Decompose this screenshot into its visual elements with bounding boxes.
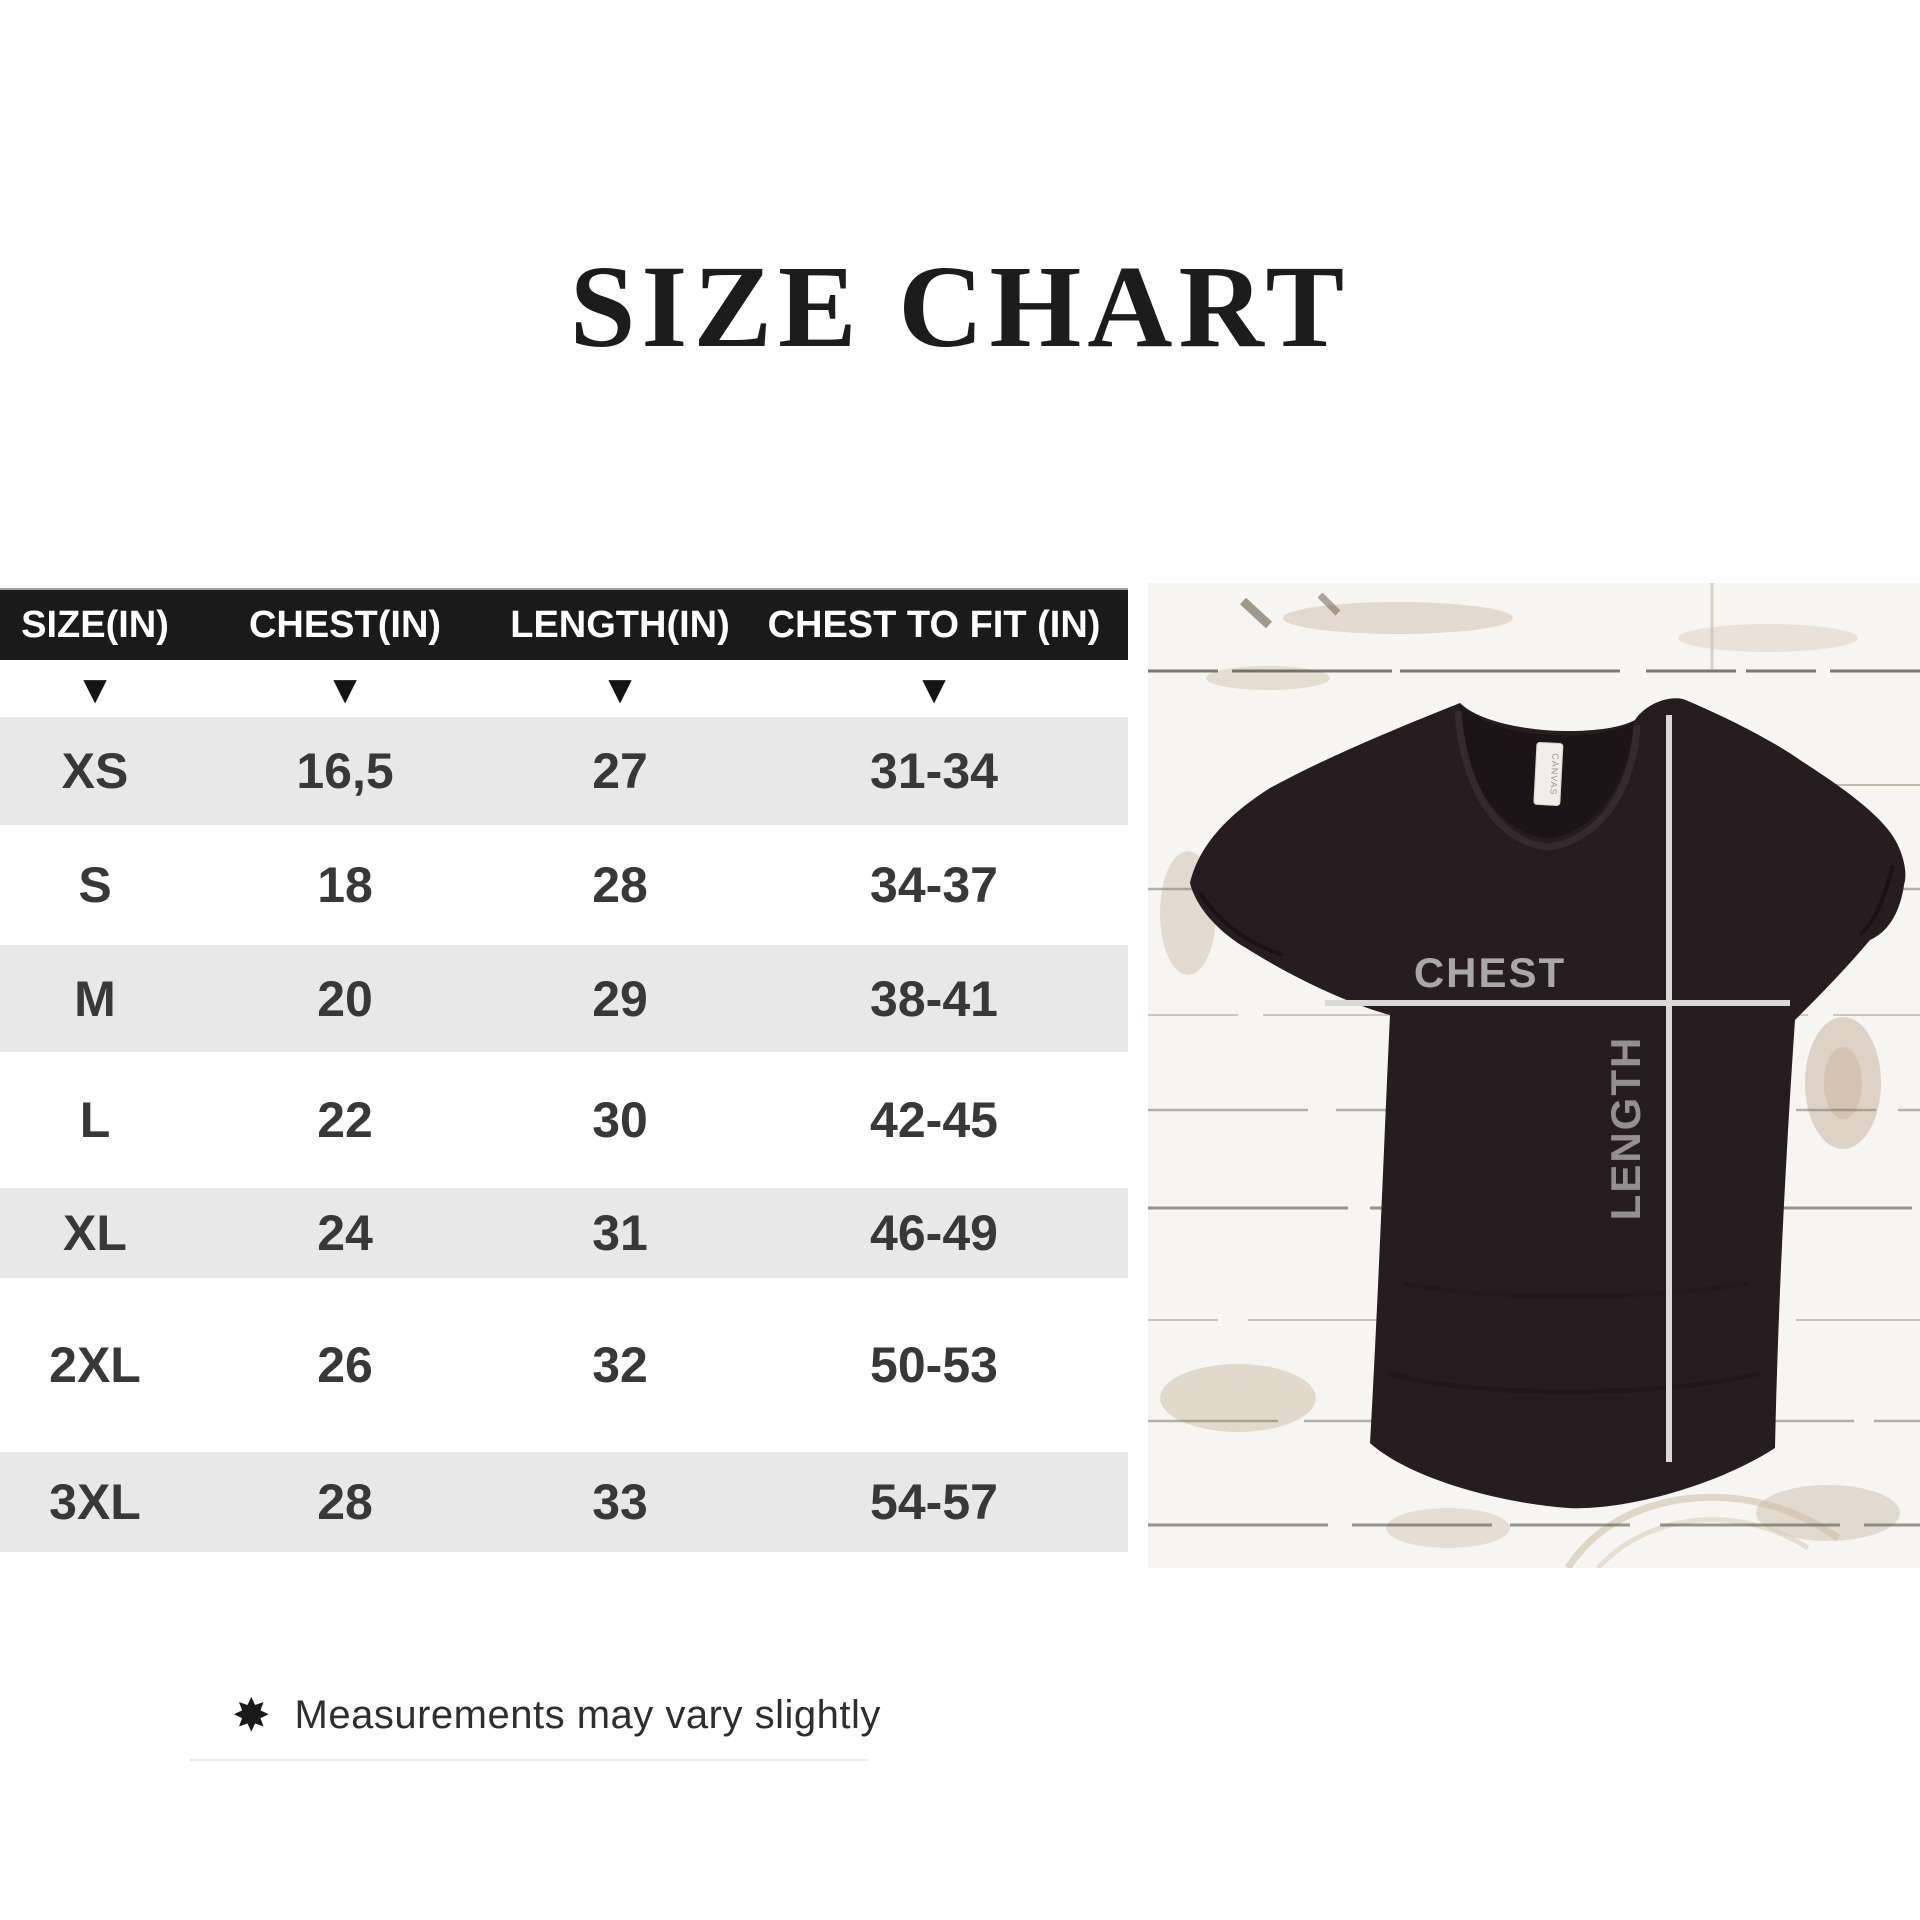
table-arrow-row: ▼ ▼ ▼ ▼ [0, 660, 1128, 717]
table-row-xs: XS 16,5 27 31-34 [0, 717, 1128, 825]
cell-chest: 16,5 [296, 743, 394, 799]
size-chart-table: SIZE(IN) CHEST(IN) LENGTH(IN) CHEST TO F… [0, 588, 1128, 1552]
length-measure-line [1666, 715, 1672, 1462]
cell-size: S [78, 857, 112, 913]
table-row-2xl: 2XL 26 32 50-53 [0, 1278, 1128, 1452]
tshirt: CANVAS [1190, 698, 1906, 1509]
measurements-note: ✸ Measurements may vary slightly [232, 1692, 881, 1738]
cell-size: 2XL [49, 1337, 141, 1393]
star-icon: ✸ [232, 1689, 271, 1741]
cell-size: M [74, 970, 116, 1027]
chest-measure-line [1325, 1000, 1790, 1006]
neck-tag-label: CANVAS [1548, 753, 1560, 796]
cell-length: 33 [592, 1474, 648, 1530]
table-header-row: SIZE(IN) CHEST(IN) LENGTH(IN) CHEST TO F… [0, 588, 1128, 660]
note-text: Measurements may vary slightly [294, 1692, 881, 1737]
down-arrow-icon: ▼ [914, 667, 954, 712]
cell-fit: 31-34 [870, 743, 998, 799]
cell-length: 29 [592, 970, 648, 1027]
cell-size: 3XL [49, 1474, 141, 1530]
divider [190, 1759, 868, 1761]
header-size: SIZE(IN) [21, 603, 169, 646]
page-title: SIZE CHART [569, 241, 1351, 372]
cell-length: 28 [592, 857, 648, 913]
cell-fit: 38-41 [870, 970, 998, 1027]
cell-chest: 22 [317, 1092, 373, 1148]
cell-fit: 50-53 [870, 1337, 998, 1393]
cell-chest: 24 [317, 1205, 373, 1261]
down-arrow-icon: ▼ [325, 667, 365, 712]
table-row-3xl: 3XL 28 33 54-57 [0, 1452, 1128, 1552]
cell-chest: 26 [317, 1337, 373, 1393]
chest-label: CHEST [1414, 949, 1566, 996]
cell-length: 27 [592, 743, 648, 799]
cell-chest: 20 [317, 970, 373, 1027]
cell-fit: 46-49 [870, 1205, 998, 1261]
cell-length: 30 [592, 1092, 648, 1148]
length-label: LENGTH [1602, 1036, 1649, 1221]
tshirt-photo: CANVAS CHEST LENGTH [1148, 583, 1920, 1568]
table-row-s: S 18 28 34-37 [0, 825, 1128, 945]
cell-size: XL [63, 1205, 127, 1261]
cell-fit: 54-57 [870, 1474, 998, 1530]
table-row-m: M 20 29 38-41 [0, 945, 1128, 1052]
collar-rib [1454, 710, 1641, 851]
header-chest-to-fit: CHEST TO FIT (IN) [767, 603, 1101, 646]
table-row-xl: XL 24 31 46-49 [0, 1188, 1128, 1278]
down-arrow-icon: ▼ [75, 667, 115, 712]
cell-chest: 28 [317, 1474, 373, 1530]
down-arrow-icon: ▼ [600, 667, 640, 712]
header-length: LENGTH(IN) [510, 603, 730, 646]
cell-size: L [79, 1092, 111, 1148]
cell-fit: 34-37 [870, 857, 998, 913]
cell-length: 31 [592, 1205, 648, 1261]
table-row-l: L 22 30 42-45 [0, 1052, 1128, 1188]
cell-chest: 18 [317, 857, 373, 913]
cell-length: 32 [592, 1337, 648, 1393]
cell-size: XS [61, 743, 129, 799]
cell-fit: 42-45 [870, 1092, 998, 1148]
tshirt-silhouette [1190, 698, 1906, 1509]
neck-tag: CANVAS [1533, 741, 1564, 806]
header-chest: CHEST(IN) [248, 603, 442, 646]
